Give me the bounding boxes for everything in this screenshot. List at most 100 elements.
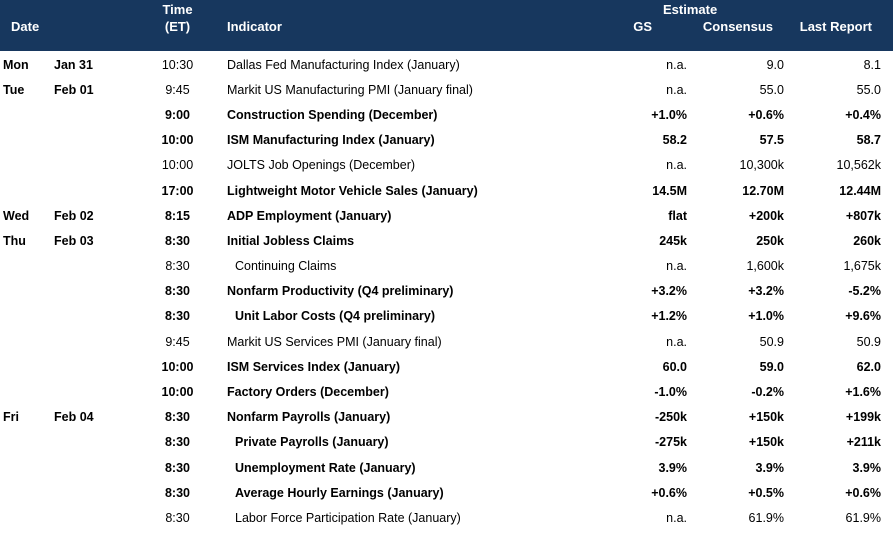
table-row: 10:00 ISM Services Index (January) 60.0 … (0, 354, 893, 379)
row-consensus: +150k (748, 410, 784, 425)
row-consensus: +200k (748, 208, 784, 223)
row-day: Tue (3, 82, 25, 97)
row-gs-estimate: n.a. (666, 334, 687, 349)
row-consensus: 1,600k (746, 259, 784, 274)
table-row: Wed Feb 02 8:15 ADP Employment (January)… (0, 203, 893, 228)
header-indicator: Indicator (227, 19, 282, 34)
table-row: Mon Jan 31 10:30 Dallas Fed Manufacturin… (0, 52, 893, 77)
row-last-report: +9.6% (845, 309, 881, 324)
row-date: Feb 03 (54, 233, 94, 248)
row-gs-estimate: -275k (655, 435, 687, 450)
row-last-report: 55.0 (856, 82, 881, 97)
row-last-report: 3.9% (852, 460, 882, 475)
row-gs-estimate: 14.5M (652, 183, 687, 198)
row-last-report: +1.6% (845, 385, 881, 400)
row-consensus: 55.0 (759, 82, 784, 97)
row-last-report: 8.1 (863, 57, 881, 72)
row-time: 8:30 (164, 309, 191, 324)
row-date: Feb 01 (54, 82, 94, 97)
row-consensus: +150k (748, 435, 784, 450)
row-last-report: +0.6% (845, 485, 881, 500)
table-row: Fri Feb 04 8:30 Nonfarm Payrolls (Januar… (0, 405, 893, 430)
row-time: 10:00 (161, 158, 194, 173)
row-indicator: JOLTS Job Openings (December) (227, 158, 416, 173)
table-row: 8:30 Unit Labor Costs (Q4 preliminary) +… (0, 304, 893, 329)
row-gs-estimate: +1.0% (651, 107, 687, 122)
row-time: 8:30 (164, 435, 191, 450)
row-time: 8:30 (164, 460, 191, 475)
row-consensus: +1.0% (748, 309, 784, 324)
row-indicator: Lightweight Motor Vehicle Sales (January… (227, 183, 478, 198)
row-time: 8:30 (164, 284, 191, 299)
row-time: 9:00 (164, 107, 191, 122)
row-consensus: +3.2% (748, 284, 784, 299)
row-time: 9:45 (165, 82, 190, 97)
row-consensus: 3.9% (755, 460, 785, 475)
row-date: Jan 31 (54, 57, 93, 72)
row-last-report: +211k (846, 435, 881, 450)
row-day: Thu (3, 233, 26, 248)
header-last-report: Last Report (799, 19, 872, 34)
row-consensus: 50.9 (759, 334, 784, 349)
table-row: 8:30 Labor Force Participation Rate (Jan… (0, 505, 893, 530)
table-row: 9:00 Construction Spending (December) +1… (0, 102, 893, 127)
row-time: 10:00 (161, 385, 194, 400)
row-indicator: Continuing Claims (235, 259, 337, 274)
row-indicator: Unemployment Rate (January) (235, 460, 416, 475)
row-gs-estimate: -1.0% (654, 385, 687, 400)
row-consensus: 250k (756, 233, 784, 248)
row-indicator: ADP Employment (January) (227, 208, 392, 223)
row-indicator: ISM Services Index (January) (227, 359, 400, 374)
row-time: 10:00 (161, 133, 194, 148)
row-gs-estimate: n.a. (666, 259, 687, 274)
row-gs-estimate: 245k (659, 233, 687, 248)
row-last-report: 50.9 (856, 334, 881, 349)
row-consensus: +0.5% (748, 485, 784, 500)
row-day: Wed (3, 208, 30, 223)
row-time: 10:30 (161, 57, 194, 72)
row-time: 8:30 (164, 485, 191, 500)
header-time-line2: (ET) (164, 19, 191, 34)
table-row: 10:00 ISM Manufacturing Index (January) … (0, 128, 893, 153)
table-row: 10:00 Factory Orders (December) -1.0% -0… (0, 379, 893, 404)
row-gs-estimate: +0.6% (651, 485, 687, 500)
row-indicator: Private Payrolls (January) (235, 435, 389, 450)
row-last-report: +0.4% (845, 107, 881, 122)
row-last-report: -5.2% (848, 284, 881, 299)
table-row: Thu Feb 03 8:30 Initial Jobless Claims 2… (0, 228, 893, 253)
row-indicator: Initial Jobless Claims (227, 233, 355, 248)
table-body: Mon Jan 31 10:30 Dallas Fed Manufacturin… (0, 52, 893, 531)
row-last-report: 58.7 (856, 133, 881, 148)
header-date: Date (11, 19, 40, 34)
row-last-report: 10,562k (836, 158, 881, 173)
row-indicator: Labor Force Participation Rate (January) (235, 510, 461, 525)
row-indicator: Construction Spending (December) (227, 107, 438, 122)
row-indicator: Nonfarm Payrolls (January) (227, 410, 391, 425)
row-time: 8:15 (164, 208, 191, 223)
row-day: Fri (3, 410, 19, 425)
row-consensus: 57.5 (759, 133, 784, 148)
header-consensus: Consensus (702, 19, 773, 34)
table-row: 9:45 Markit US Services PMI (January fin… (0, 329, 893, 354)
header-estimate: Estimate (663, 2, 718, 17)
row-gs-estimate: n.a. (666, 158, 687, 173)
row-gs-estimate: +3.2% (651, 284, 687, 299)
row-indicator: Factory Orders (December) (227, 385, 389, 400)
row-consensus: 59.0 (759, 359, 784, 374)
row-time: 8:30 (165, 510, 190, 525)
header-time-line1: Time (162, 2, 193, 17)
table-row: 8:30 Average Hourly Earnings (January) +… (0, 480, 893, 505)
row-indicator: Nonfarm Productivity (Q4 preliminary) (227, 284, 454, 299)
row-indicator: ISM Manufacturing Index (January) (227, 133, 435, 148)
table-header: Date Time (ET) Indicator Estimate GS Con… (0, 0, 893, 51)
row-consensus: -0.2% (751, 385, 784, 400)
table-row: 10:00 JOLTS Job Openings (December) n.a.… (0, 153, 893, 178)
row-indicator: Unit Labor Costs (Q4 preliminary) (235, 309, 436, 324)
header-gs: GS (633, 19, 652, 34)
row-day: Mon (3, 57, 29, 72)
row-indicator: Average Hourly Earnings (January) (235, 485, 444, 500)
row-time: 8:30 (164, 233, 191, 248)
row-indicator: Markit US Manufacturing PMI (January fin… (227, 82, 473, 97)
row-time: 9:45 (165, 334, 190, 349)
row-last-report: +199k (845, 410, 881, 425)
